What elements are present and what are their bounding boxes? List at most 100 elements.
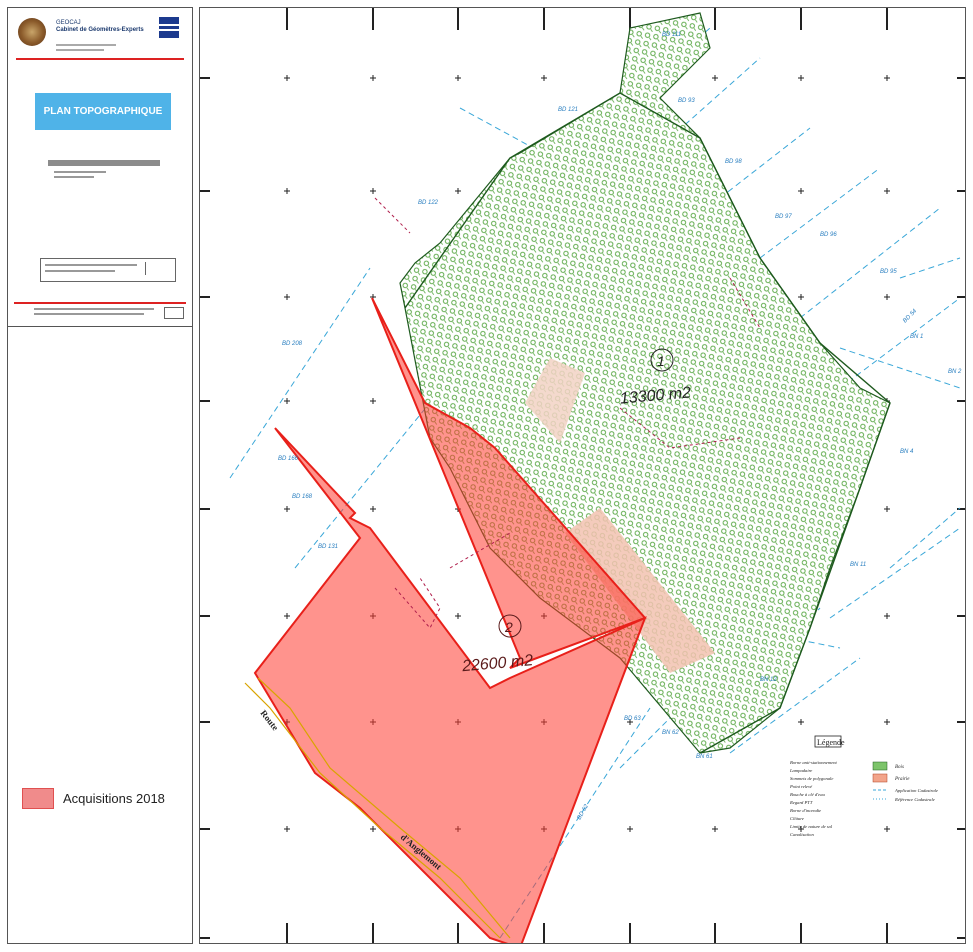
grid-cross — [284, 826, 290, 832]
legend-item: Clôture — [790, 816, 804, 821]
grid-cross — [798, 826, 804, 832]
grid-cross — [284, 613, 290, 619]
parcel-2-number: 2 — [504, 619, 513, 635]
firm-name-line1: GEOCAJ — [56, 20, 81, 26]
map-legend: Légende Borne anti-stationnement Lampadai… — [789, 735, 938, 837]
cadastre-label: BD 168 — [292, 494, 313, 500]
plan-title: PLAN TOPOGRAPHIQUE — [35, 93, 171, 130]
grid-cross — [627, 826, 633, 832]
sidebar-panel: GEOCAJ Cabinet de Géomètres-Experts PLAN… — [7, 7, 193, 944]
grid-cross — [884, 719, 890, 725]
legend-line-ref-label: Référence Cadastrale — [894, 797, 935, 802]
legend-title-box — [814, 735, 842, 748]
grid-cross — [284, 75, 290, 81]
legend-item: Canalisation — [790, 832, 814, 837]
firm-logo — [18, 18, 46, 46]
firm-name: GEOCAJ Cabinet de Géomètres-Experts — [56, 20, 144, 34]
cadastre-label: BD 98 — [725, 159, 742, 165]
parcel-2-acquisition-south — [253, 427, 647, 943]
legend-swatch-woods — [872, 761, 888, 771]
cadastre-label: BD 93 — [678, 98, 695, 104]
grid-cross — [884, 506, 890, 512]
road-edges — [244, 677, 511, 939]
cadastre-label: BD 63 — [624, 716, 641, 722]
legend-item: Limite de nature de sol — [789, 824, 833, 829]
firm-name-line2: Cabinet de Géomètres-Experts — [56, 27, 144, 33]
legend-item: Bouche à clé d'eau — [790, 792, 825, 797]
prairie-patch-1 — [525, 358, 585, 443]
grid-cross — [884, 613, 890, 619]
firm-address — [56, 42, 116, 51]
parcel-1-number: 1 — [657, 353, 665, 369]
title-block: GEOCAJ Cabinet de Géomètres-Experts PLAN… — [8, 8, 192, 327]
cadastre-label: BN 12 — [760, 677, 777, 683]
cadastre-label: BN 1 — [910, 334, 923, 340]
section-bar — [48, 160, 160, 166]
parcel-1-number-circle — [650, 348, 674, 372]
grid-cross — [541, 75, 547, 81]
prairie-patch-2 — [565, 508, 715, 673]
grid-cross — [884, 75, 890, 81]
parcel-2-number-circle — [498, 614, 522, 638]
cadastre-label: BD 208 — [282, 341, 303, 347]
legend-line-app-label: Application Cadastrale — [894, 788, 938, 793]
plan-subtext — [54, 169, 106, 178]
legend-swatch-woods-label: Bois — [895, 765, 904, 770]
title-block-footer — [14, 302, 186, 322]
legend-item: Regard PTT — [789, 800, 813, 805]
legend-swatch-prairie — [872, 773, 888, 783]
cadastre-label: BD 62 — [577, 803, 591, 821]
acquisitions-legend: Acquisitions 2018 — [22, 788, 165, 809]
grid-cross — [284, 188, 290, 194]
cadastre-label: BN 62 — [662, 730, 679, 736]
grid-cross — [798, 294, 804, 300]
info-cell — [145, 262, 170, 275]
grid-cross — [370, 826, 376, 832]
grid-cross — [712, 826, 718, 832]
legend-item: Borne anti-stationnement — [790, 760, 838, 765]
grid-cross — [455, 188, 461, 194]
legend-item: Point relevé — [789, 784, 813, 789]
cadastre-label: BD 131 — [318, 544, 338, 550]
legend-item: Borne d'incendie — [790, 808, 821, 813]
grid-cross — [284, 398, 290, 404]
cadastre-label: BD 166 — [278, 456, 299, 462]
grid-cross — [370, 75, 376, 81]
grid-cross — [884, 294, 890, 300]
grid-cross — [798, 188, 804, 194]
cadastre-label: BN 11 — [850, 562, 866, 568]
cadastre-label: BD 95 — [880, 269, 897, 275]
acquisitions-label: Acquisitions 2018 — [63, 791, 165, 806]
frame-ticks — [200, 8, 965, 943]
grid-cross — [627, 719, 633, 725]
grid-cross — [884, 188, 890, 194]
legend-swatch-prairie-label: Prairie — [894, 777, 910, 782]
legend-item: Sommets de polygonale — [790, 776, 833, 781]
internal-limits — [374, 197, 761, 629]
grid-cross — [284, 294, 290, 300]
parcel-1-boundary — [404, 92, 891, 754]
topographic-map: 1 13300 m2 2 22600 m2 Route d'Anglemont … — [200, 8, 965, 943]
cadastre-label: BN 61 — [696, 754, 713, 760]
cadastre-label: BD 97 — [775, 214, 792, 220]
header-divider — [16, 58, 184, 60]
cadastre-label: BD 54 — [902, 308, 919, 325]
grid-cross — [370, 188, 376, 194]
legend-item: Lampadaire — [789, 768, 812, 773]
grid-cross — [370, 506, 376, 512]
grid-cross — [455, 75, 461, 81]
grid-cross — [798, 75, 804, 81]
cadastre-label: BD 122 — [418, 200, 439, 206]
grid-cross — [370, 398, 376, 404]
parcel-1-area: 13300 m2 — [619, 384, 691, 407]
cadastre-label: BD 111 — [662, 32, 681, 38]
acquisitions-swatch — [22, 788, 54, 809]
info-table — [40, 258, 176, 282]
cadastre-label: BN 4 — [900, 449, 914, 455]
grid-cross — [455, 613, 461, 619]
grid-cross — [712, 75, 718, 81]
parcel-2-acquisition — [371, 297, 647, 669]
grid-cross — [884, 826, 890, 832]
grid-cross — [284, 506, 290, 512]
parcel-1-woods — [399, 12, 891, 754]
